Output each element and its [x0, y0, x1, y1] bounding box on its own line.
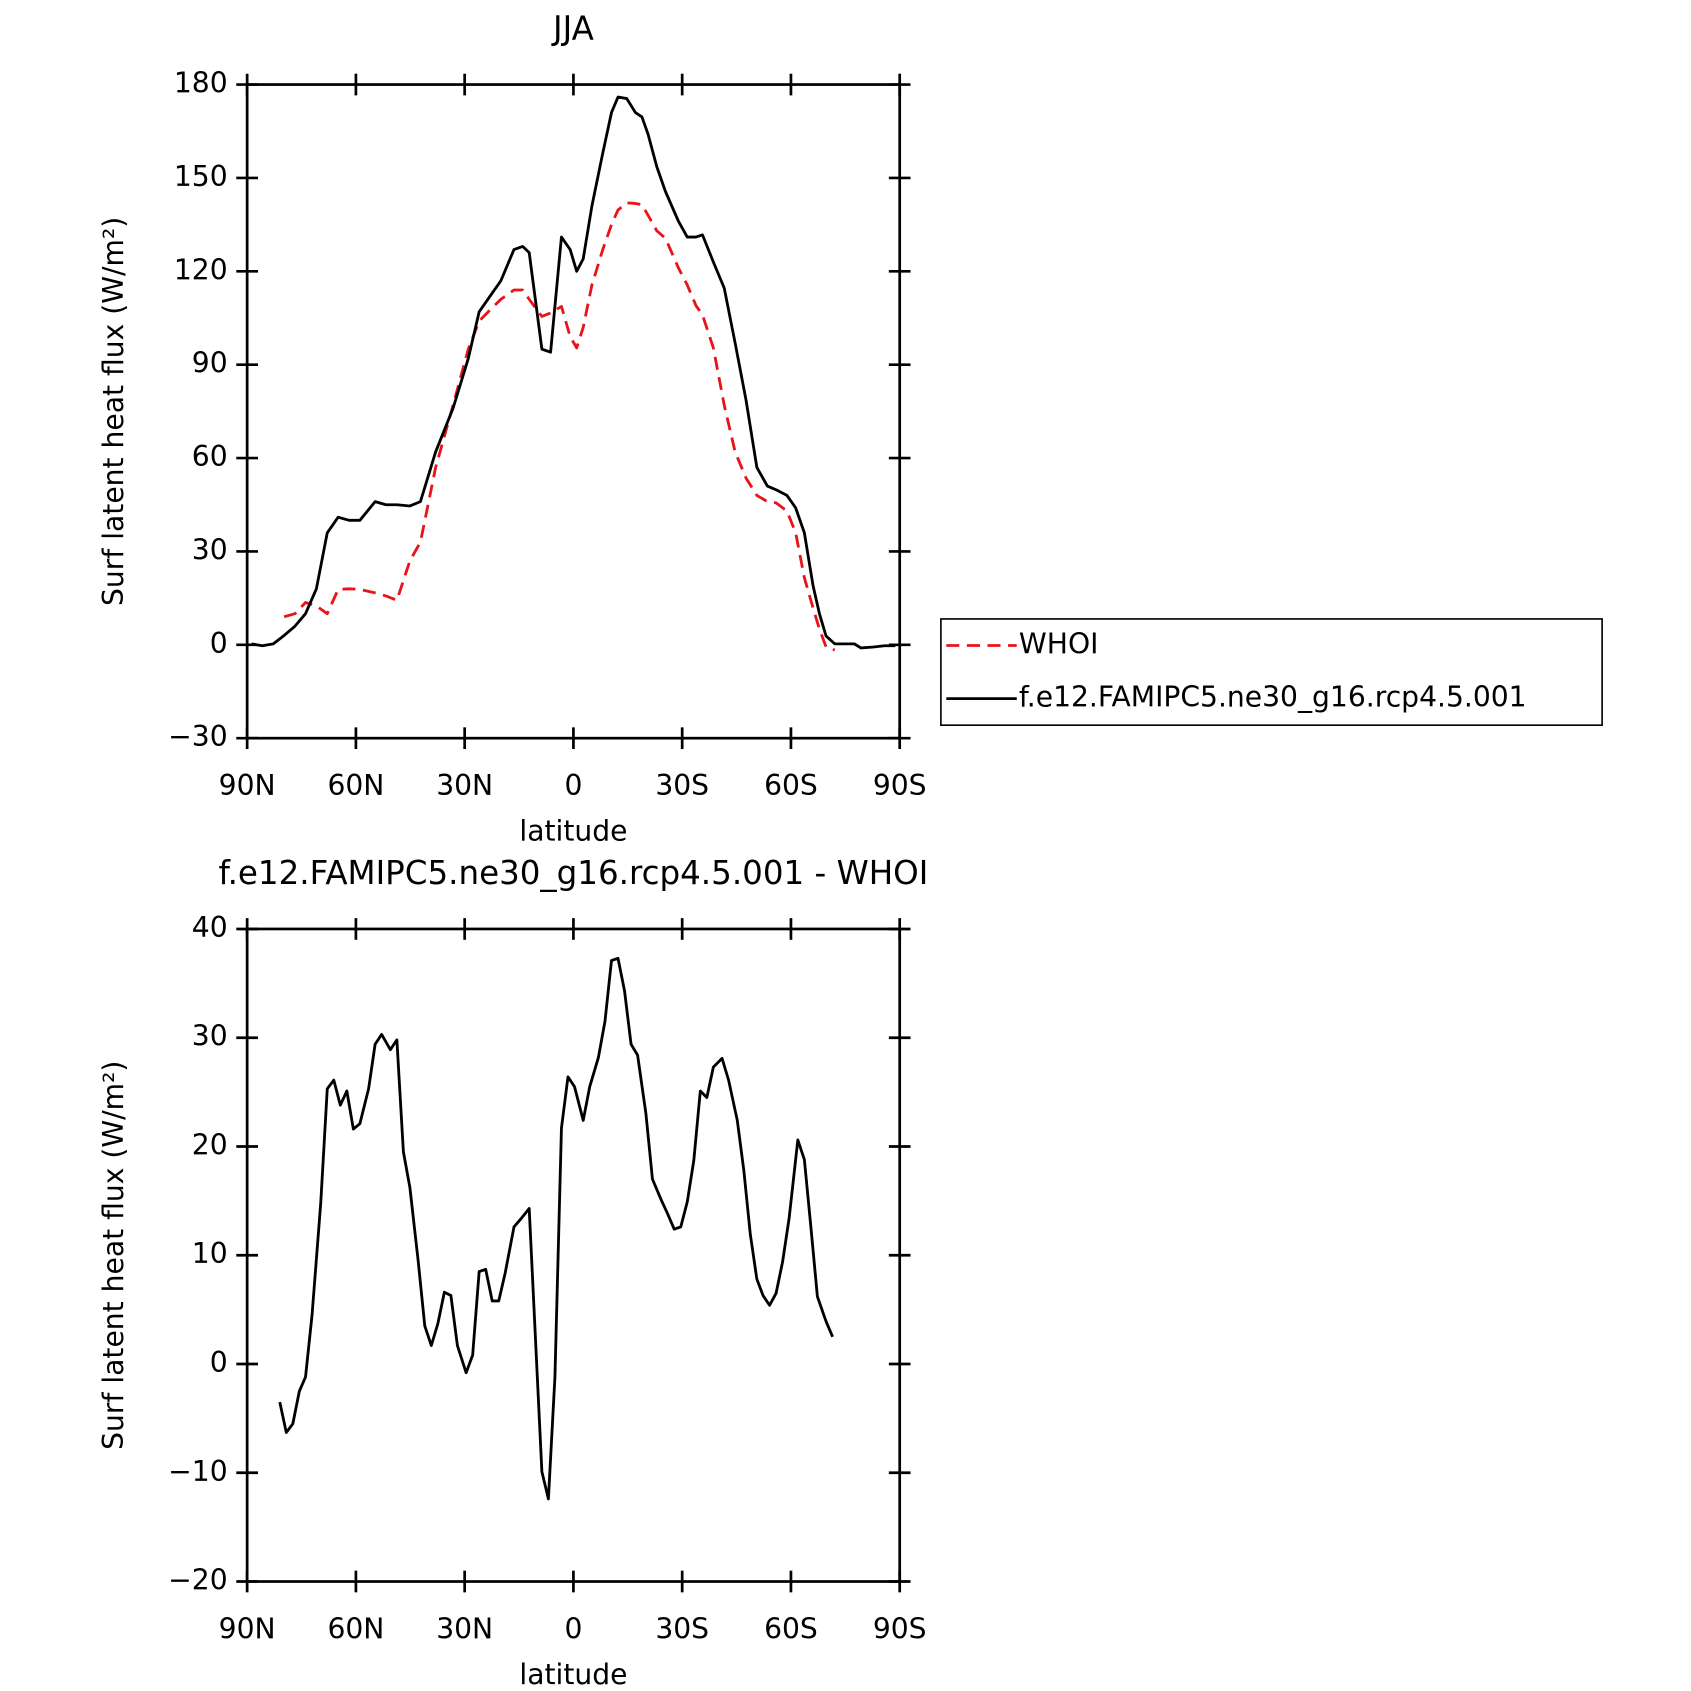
y-tick-label: 10 — [192, 1237, 228, 1270]
plot-frame — [245, 83, 902, 740]
y-tick-label: 120 — [174, 253, 228, 286]
legend-box — [940, 618, 1603, 726]
series-line — [251, 95, 896, 650]
y-axis-label: Surf latent heat flux (W/m²) — [97, 217, 130, 606]
y-tick-label: 180 — [174, 67, 228, 100]
y-tick-label: −10 — [168, 1455, 227, 1488]
x-tick-label: 60N — [327, 769, 384, 802]
series-line — [278, 956, 834, 1501]
x-tick-label: 30S — [655, 1612, 709, 1645]
x-tick-label: 90S — [873, 769, 927, 802]
x-tick-label: 60S — [764, 769, 818, 802]
y-tick-label: 0 — [210, 1346, 228, 1379]
legend-label: f.e12.FAMIPC5.ne30_g16.rcp4.5.001 — [1019, 681, 1527, 714]
plot-frame — [245, 927, 902, 1583]
y-tick-label: 0 — [210, 627, 228, 660]
x-tick-label: 90N — [219, 769, 276, 802]
y-tick-label: 20 — [192, 1128, 228, 1161]
x-tick-label: 30N — [436, 1612, 493, 1645]
x-tick-label: 60N — [327, 1612, 384, 1645]
y-axis-label: Surf latent heat flux (W/m²) — [97, 1061, 130, 1450]
y-tick-label: 30 — [192, 533, 228, 566]
x-tick-label: 0 — [564, 1612, 582, 1645]
series-line — [283, 201, 836, 652]
y-tick-label: 150 — [174, 160, 228, 193]
x-tick-label: 0 — [564, 769, 582, 802]
x-axis-label: latitude — [519, 1658, 627, 1691]
x-axis-label: latitude — [519, 814, 627, 847]
chart-title: f.e12.FAMIPC5.ne30_g16.rcp4.5.001 - WHOI — [219, 854, 929, 892]
x-tick-label: 90S — [873, 1612, 927, 1645]
y-tick-label: 60 — [192, 440, 228, 473]
y-tick-label: 90 — [192, 347, 228, 380]
y-tick-label: −20 — [168, 1564, 227, 1597]
x-tick-label: 90N — [219, 1612, 276, 1645]
chart-title: JJA — [551, 9, 594, 47]
legend-label: WHOI — [1019, 628, 1099, 661]
x-tick-label: 60S — [764, 1612, 818, 1645]
x-tick-label: 30S — [655, 769, 709, 802]
y-tick-label: 40 — [192, 911, 228, 944]
y-tick-label: 30 — [192, 1020, 228, 1053]
y-tick-label: −30 — [168, 720, 227, 753]
x-tick-label: 30N — [436, 769, 493, 802]
